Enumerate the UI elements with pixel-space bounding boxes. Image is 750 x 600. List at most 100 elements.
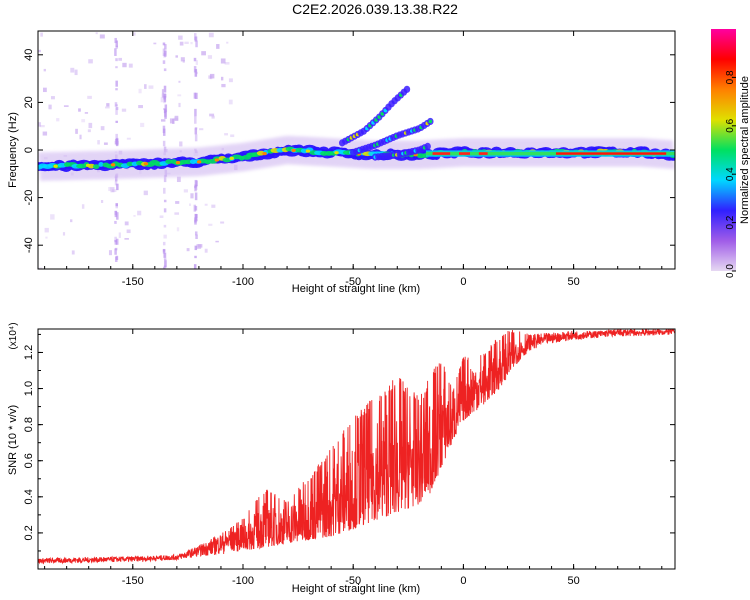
spectrogram-streak	[163, 266, 166, 269]
spectrogram-streak	[114, 248, 117, 255]
spectrogram-streak	[194, 184, 197, 192]
snr-y-tick-label: 1.2	[23, 345, 35, 360]
spectrogram-speckle	[137, 210, 142, 216]
spectrogram-speckle	[179, 141, 183, 147]
spectrogram-speckle	[103, 142, 108, 145]
spectrogram-streak	[114, 210, 117, 216]
snr-marks	[38, 329, 675, 565]
spectrogram-speckle	[224, 133, 228, 136]
snr-x-tick-label: -150	[122, 575, 144, 587]
spectrogram-streak	[164, 44, 167, 50]
spectrogram-speckle	[209, 75, 213, 80]
spectrogram-speckle	[48, 104, 52, 110]
spectrogram-speckle	[122, 62, 127, 68]
spectrogram-speckle	[160, 119, 166, 122]
snr-plot-area	[38, 329, 675, 569]
spectrogram-speckle	[161, 89, 164, 94]
colorbar: 0.0 0.2 0.4 0.6 0.8 Normalized spectral ampl…	[711, 29, 750, 278]
spectrogram-speckle	[38, 267, 43, 269]
spectrogram-streak	[162, 48, 166, 56]
spectrogram-speckle	[224, 61, 230, 65]
spectrogram-speckle	[138, 105, 143, 109]
spectrogram-streak	[162, 248, 166, 254]
spectrogram-speckle	[197, 244, 203, 248]
spectrogram-speckle	[226, 41, 229, 44]
spectrogram-speckle	[211, 204, 216, 208]
spectrogram-streak	[162, 241, 166, 246]
spectrogram-streak	[194, 245, 198, 251]
spectrogram-speckle	[43, 87, 47, 93]
spectrogram-y-axis-label: Frequency (Hz)	[7, 112, 19, 188]
spectrogram-strong-band-core	[555, 152, 667, 155]
spectrogram-panel: -150 -100 -50 0 50 -40 -20 0 20 40 Height of str…	[7, 30, 676, 295]
spectrogram-streak	[115, 133, 118, 142]
spectrogram-speckle	[169, 118, 175, 124]
spectrogram-speckle	[108, 250, 113, 256]
spectrogram-speckle	[215, 240, 219, 243]
spectrogram-speckle	[204, 203, 208, 206]
spectrogram-speckle	[81, 204, 85, 209]
spectrogram-streak	[193, 57, 197, 62]
spectrogram-speckle	[208, 32, 214, 38]
spectrogram-speckle	[121, 108, 127, 112]
colorbar-tick-label: 0.2	[725, 215, 736, 229]
colorbar-label: Normalized spectral amplitude	[739, 76, 750, 224]
spectrogram-speckle	[81, 119, 86, 123]
spectrogram-speckle	[177, 94, 182, 97]
spectrogram-speckle	[176, 176, 181, 183]
colorbar-ticks: 0.0 0.2 0.4 0.6 0.8	[725, 70, 736, 278]
spectrogram-streak	[115, 45, 119, 49]
snr-x-ticks: -150 -100 -50 0 50	[44, 329, 663, 587]
colorbar-gradient-bar	[711, 29, 736, 271]
spectrogram-speckle	[84, 112, 89, 114]
spectrogram-streak	[163, 252, 167, 260]
spectrogram-streak	[116, 183, 119, 191]
spectrogram-speckle	[87, 129, 91, 133]
spectrogram-streak	[163, 85, 167, 93]
spectrogram-hot-point	[291, 148, 296, 152]
spectrogram-speckle	[62, 232, 66, 236]
spectrogram-x-tick-label: 0	[460, 276, 466, 288]
spectrogram-speckle	[220, 76, 224, 81]
spectrogram-streak	[195, 92, 198, 99]
spectrogram-speckle	[79, 134, 82, 140]
spectrogram-streak	[194, 268, 198, 269]
spectrogram-streak	[194, 217, 197, 225]
spectrogram-speckle	[230, 134, 235, 138]
spectrogram-speckle	[183, 189, 188, 193]
snr-x-axis-label: Height of straight line (km)	[292, 583, 420, 595]
spectrogram-streak	[194, 255, 197, 259]
spectrogram-speckle	[39, 124, 45, 128]
spectrogram-x-tick-label: -150	[122, 276, 144, 288]
snr-panel: -150 -100 -50 0 50 0.2 0.4 0.6 0.8 1.0 1.2 Height…	[7, 322, 676, 595]
spectrogram-y-ticks: -40 -20 0 20 40	[23, 49, 675, 253]
spectrogram-streak	[164, 104, 168, 112]
spectrogram-speckle	[50, 214, 55, 220]
spectrogram-speckle	[97, 140, 100, 145]
spectrogram-streak	[163, 224, 167, 228]
spectrogram-streak	[195, 40, 198, 48]
spectrogram-speckle	[176, 227, 180, 232]
spectrogram-speckle	[228, 99, 233, 105]
spectrogram-speckle	[45, 236, 48, 239]
spectrogram-speckle	[175, 55, 178, 58]
spectrogram-streak	[114, 48, 117, 56]
snr-x-tick-label: 50	[567, 575, 579, 587]
spectrogram-speckle	[108, 186, 111, 192]
spectrogram-streak	[116, 212, 119, 220]
spectrogram-streak	[115, 238, 119, 245]
spectrogram-speckle	[186, 248, 190, 252]
spectrogram-hot-point	[334, 151, 339, 155]
spectrogram-streak	[162, 42, 166, 46]
snr-y-tick-label: 0.8	[23, 417, 35, 432]
spectrogram-speckle	[209, 113, 215, 117]
spectrogram-speckle	[140, 122, 145, 128]
spectrogram-speckle	[138, 88, 142, 94]
spectrogram-speckle	[78, 108, 81, 112]
spectrogram-y-tick-label: -40	[23, 237, 35, 253]
spectrogram-speckle	[95, 32, 98, 35]
spectrogram-speckle	[106, 103, 110, 107]
spectrogram-speckle	[221, 83, 226, 88]
spectrogram-streak	[114, 240, 118, 245]
spectrogram-speckle	[199, 128, 204, 131]
